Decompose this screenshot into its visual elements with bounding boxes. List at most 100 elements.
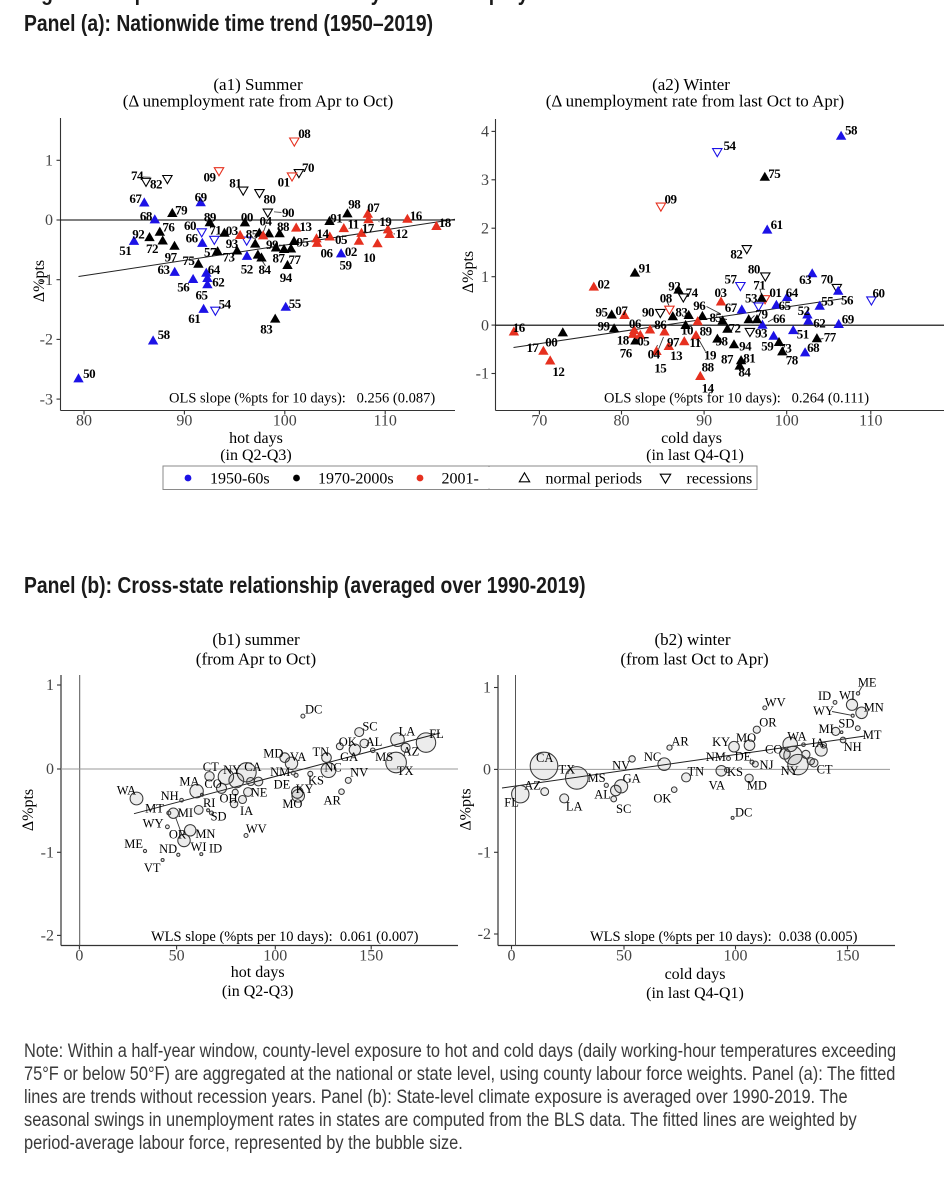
svg-text:70: 70 [531,413,547,430]
svg-text:04: 04 [260,214,273,229]
svg-text:69: 69 [842,312,855,327]
svg-text:TX: TX [558,763,575,777]
svg-text:-1: -1 [40,272,53,289]
svg-text:91: 91 [639,261,651,276]
svg-text:12: 12 [552,364,564,379]
svg-text:MI: MI [818,722,833,736]
svg-text:88: 88 [277,219,290,234]
svg-text:CA: CA [536,751,553,765]
svg-text:MA: MA [179,774,199,788]
svg-text:04: 04 [648,347,661,362]
svg-text:CT: CT [817,763,833,777]
svg-text:71: 71 [753,278,765,293]
svg-text:90: 90 [176,413,192,430]
svg-text:AL: AL [366,735,383,749]
svg-text:72: 72 [146,241,158,256]
svg-text:KY: KY [712,735,730,749]
svg-text:55: 55 [821,294,834,309]
svg-text:-1: -1 [41,845,54,862]
svg-text:KS: KS [308,774,324,788]
svg-text:68: 68 [807,340,820,355]
svg-text:65: 65 [196,287,209,302]
svg-text:normal periods: normal periods [546,471,642,488]
svg-text:(in last Q4-Q1): (in last Q4-Q1) [646,447,744,464]
svg-text:52: 52 [798,303,810,318]
svg-text:03: 03 [715,285,728,300]
svg-text:84: 84 [259,262,272,277]
svg-text:MD: MD [747,779,767,793]
svg-text:53: 53 [745,290,758,305]
svg-text:NC: NC [324,761,341,775]
svg-text:50: 50 [83,366,95,381]
svg-text:78: 78 [786,353,799,368]
svg-text:OH: OH [219,792,237,806]
svg-text:54: 54 [219,296,232,311]
svg-text:75: 75 [768,166,781,181]
svg-text:GA: GA [340,750,358,764]
svg-text:WV: WV [246,822,267,836]
svg-text:98: 98 [716,334,729,349]
svg-text:(from Apr to Oct): (from Apr to Oct) [196,650,316,669]
svg-text:TN: TN [312,745,329,759]
svg-text:1: 1 [45,153,53,170]
svg-text:05: 05 [637,334,650,349]
svg-text:WA: WA [787,730,806,744]
svg-text:87: 87 [721,352,734,367]
svg-text:AR: AR [671,734,689,748]
svg-text:(Δ unemployment rate from last: (Δ unemployment rate from last Oct to Ap… [546,92,844,111]
svg-text:17: 17 [362,221,375,236]
svg-text:150: 150 [836,948,860,965]
svg-text:71: 71 [209,223,221,238]
svg-text:WLS slope (%pts per 10 days):: WLS slope (%pts per 10 days): 0.038 (0.0… [590,929,858,945]
svg-text:(in last Q4-Q1): (in last Q4-Q1) [646,985,744,1002]
svg-text:NH: NH [844,740,862,754]
svg-text:MI: MI [178,806,193,820]
svg-text:100: 100 [263,948,287,965]
svg-text:LA: LA [566,800,583,814]
svg-text:FL: FL [504,795,519,809]
svg-text:AZ: AZ [524,779,541,793]
svg-text:11: 11 [689,335,700,350]
svg-text:76: 76 [162,220,175,235]
svg-text:58: 58 [158,327,171,342]
svg-text:05: 05 [335,232,348,247]
svg-text:IA: IA [240,804,253,818]
svg-text:80: 80 [614,413,630,430]
svg-text:NM: NM [270,765,290,779]
svg-text:(a2) Winter: (a2) Winter [652,75,730,94]
svg-text:09: 09 [665,192,678,207]
svg-text:66: 66 [773,311,786,326]
svg-text:12: 12 [396,226,408,241]
svg-text:SC: SC [362,720,377,734]
svg-text:57: 57 [725,272,738,287]
svg-text:07: 07 [367,200,380,215]
svg-text:74: 74 [131,168,144,183]
svg-text:97: 97 [667,334,680,349]
svg-text:NM: NM [706,750,726,764]
svg-text:69: 69 [195,190,208,205]
svg-text:07: 07 [615,303,628,318]
svg-text:MT: MT [145,801,164,815]
svg-text:100: 100 [273,413,297,430]
svg-text:70: 70 [821,272,833,287]
svg-text:91: 91 [330,210,342,225]
svg-text:Δ%pts: Δ%pts [460,251,477,293]
svg-text:86: 86 [654,317,667,332]
svg-text:01: 01 [278,175,290,190]
svg-text:54: 54 [724,138,737,153]
svg-text:OR: OR [169,828,187,842]
svg-text:85: 85 [246,227,259,242]
svg-text:NH: NH [161,789,179,803]
svg-text:82: 82 [730,247,742,262]
svg-text:93: 93 [226,236,239,251]
svg-text:81: 81 [743,350,755,365]
svg-text:ID: ID [818,689,831,703]
svg-text:50: 50 [616,948,632,965]
svg-text:0: 0 [508,948,516,965]
svg-text:64: 64 [208,262,221,277]
svg-text:WI: WI [839,688,855,702]
svg-text:OR: OR [759,716,777,730]
svg-text:MN: MN [195,827,215,841]
svg-text:-2: -2 [40,332,53,349]
svg-text:16: 16 [410,208,423,223]
